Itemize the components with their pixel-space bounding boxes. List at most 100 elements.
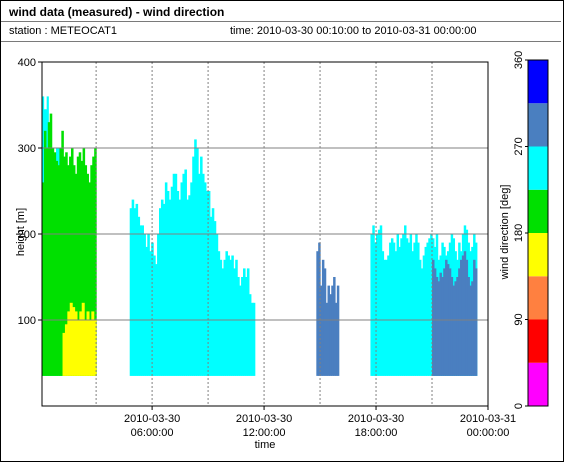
heatmap-cell [168,199,172,376]
heatmap-cell [90,165,93,376]
heatmap-cell [137,216,141,376]
heatmap-cell [164,182,168,376]
heatmap-cell [180,182,184,376]
heatmap-cell [53,152,57,376]
heatmap-cell [389,242,392,376]
heatmap-cell [213,221,217,376]
heatmap-cell [151,242,154,376]
station-label: station : METEOCAT1 [9,25,117,37]
heatmap-cell [45,148,49,376]
heatmap-cell [69,156,72,376]
heatmap-cell [377,229,381,376]
heatmap-cell [418,259,422,376]
heatmap-cell [205,191,209,376]
heatmap-cell [250,302,254,376]
heatmap-cell [141,225,144,376]
heatmap-cell [147,234,150,376]
heatmap-cell [86,173,89,376]
heatmap-cell [170,186,174,376]
heatmap-cell [396,234,400,376]
heatmap-cell [74,311,78,376]
colorbar-tick-label: 90 [513,313,525,325]
heatmap-cell [439,272,442,376]
heatmap-cell [55,160,59,376]
heatmap-cell [426,242,429,376]
chart-title: wind data (measured) - wind direction [9,5,225,19]
heatmap-cell [81,302,85,376]
heatmap-cell [186,199,189,376]
heatmap-cell [465,259,469,376]
colorbar-band [528,276,548,320]
heatmap-cell [316,251,319,376]
heatmap-cell [57,165,60,376]
heatmap-cell [203,182,207,376]
heatmap-cell [385,259,388,376]
heatmap-cell [76,320,80,376]
heatmap-cells [42,96,478,376]
heatmap-cell [84,165,88,376]
heatmap-cell [76,156,80,376]
heatmap-cell [174,173,178,376]
heatmap-cell [458,268,461,376]
heatmap-cell [61,130,64,376]
heatmap-cell [67,311,71,376]
heatmap-cell [454,281,457,376]
x-tick-label-date: 2010-03-31 [460,413,516,425]
heatmap-cell [372,225,375,376]
colorbar-band [528,362,548,406]
x-tick-label-time: 00:00:00 [467,427,510,439]
grid-lines [42,62,488,406]
heatmap-cell [398,246,401,376]
colorbar-tick-label: 0 [513,403,525,409]
heatmap-cell [420,268,424,376]
heatmap-cell [153,255,156,376]
heatmap-cell [88,182,91,376]
heatmap-cell [72,307,76,376]
heatmap-cell [207,191,211,376]
heatmap-cell [65,152,68,376]
heatmap-cell [443,268,446,376]
heatmap-cell [433,268,437,376]
colorbar-band [528,189,548,233]
heatmap-cell [333,277,336,376]
heatmap-cell [229,259,232,376]
heatmap-cell [246,268,250,376]
heatmap-cell [374,242,377,376]
heatmap-cell [428,238,431,376]
heatmap-cell [49,113,53,376]
x-axis: 2010-03-30 06:00:00 2010-03-30 12:00:00 2010… [124,406,516,439]
heatmap-cell [198,173,201,376]
heatmap-cell [43,130,47,376]
heatmap-cell [318,242,321,376]
heatmap-cell [411,251,414,376]
heatmap-cell [239,285,242,376]
x-tick-label-date: 2010-03-30 [236,413,292,425]
heatmap-cell [172,173,176,376]
heatmap-cell [450,277,454,376]
heatmap-cell [469,285,472,376]
heatmap-cell [129,208,133,376]
heatmap-cell [217,251,221,376]
heatmap-cell [86,311,90,376]
heatmap-cell [93,320,97,376]
heatmap-cell [409,234,413,376]
heatmap-cell [467,277,470,376]
heatmap-cell [72,165,76,376]
heatmap-cell [159,208,162,376]
heatmap-cell [135,203,139,376]
heatmap-cell [192,156,195,376]
heatmap-cell [243,268,246,376]
heatmap-cell [381,251,385,376]
heatmap-cell [139,225,143,376]
colorbar-band [528,233,548,277]
heatmap-cell [370,234,373,376]
heatmap-cell [473,259,476,376]
heatmap-cell [392,242,396,376]
colorbar: 0 90 180 270 360 [513,51,549,409]
heatmap-cell [387,255,390,376]
heatmap-cell [405,238,409,376]
heatmap-cell [241,277,244,376]
heatmap-cell [474,268,478,376]
heatmap-cell [445,259,448,376]
heatmap-cell [223,259,227,376]
